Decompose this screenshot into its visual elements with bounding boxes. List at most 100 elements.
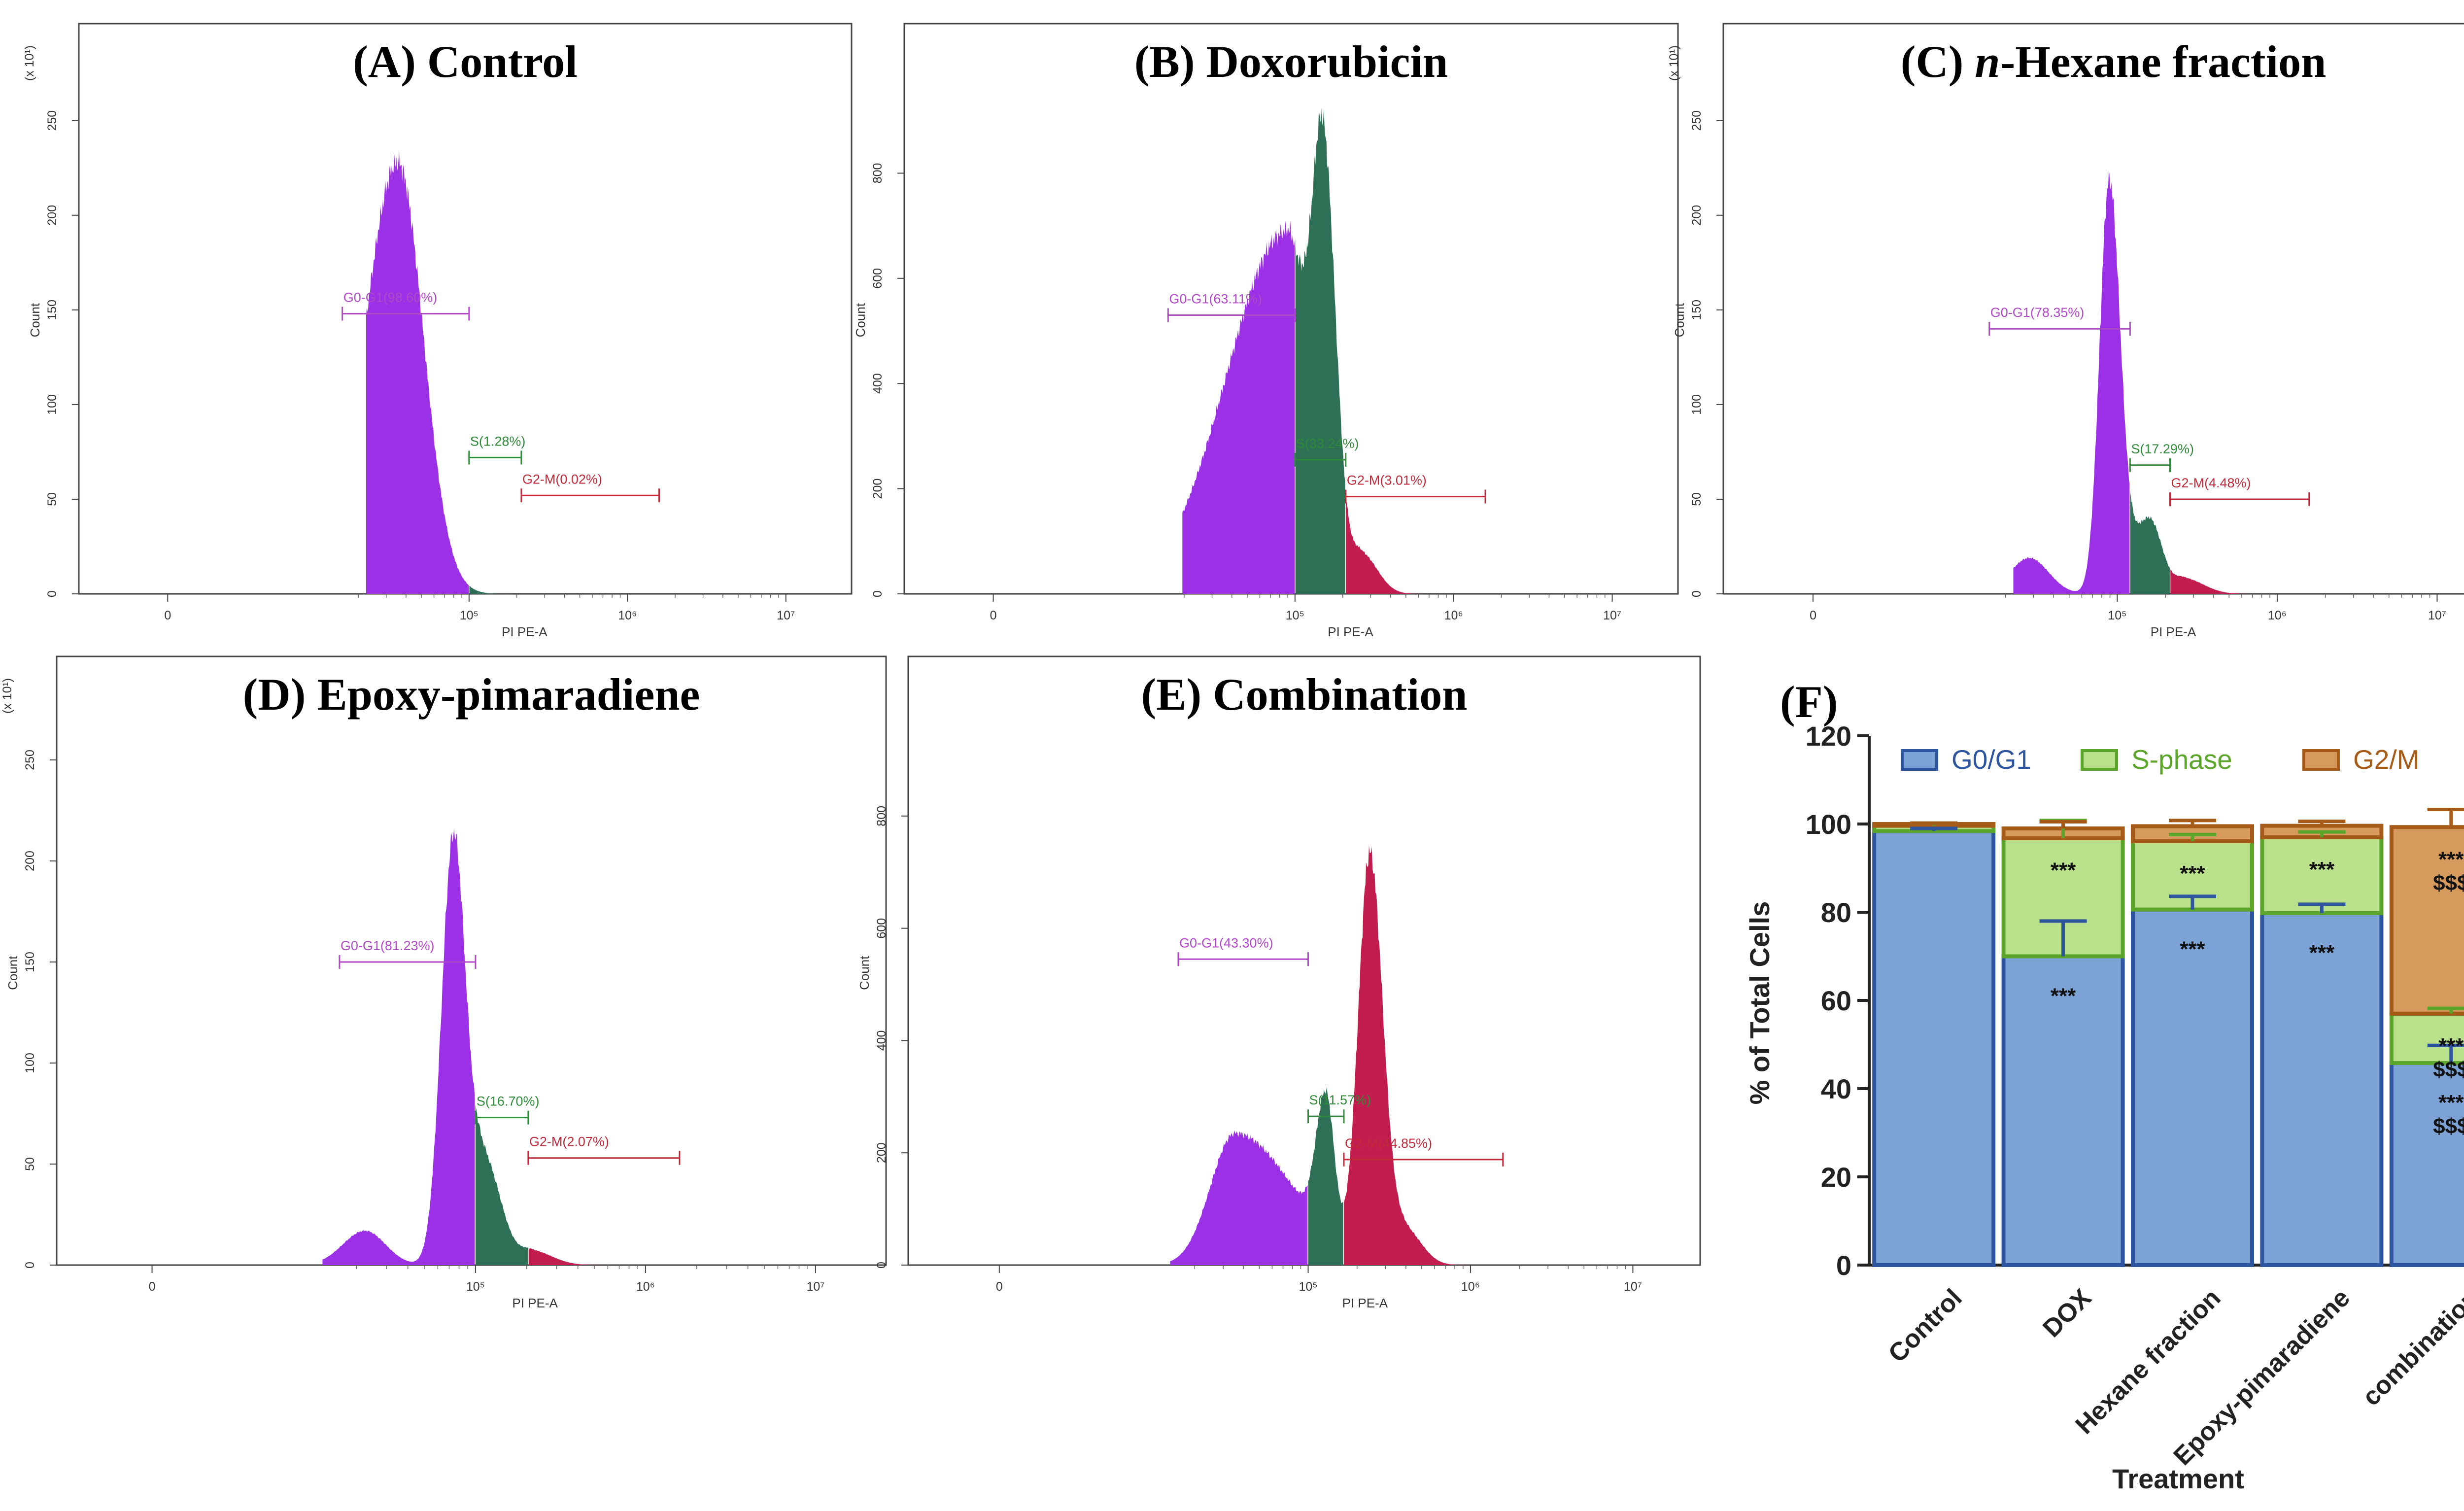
gate-s: S(11.57%) bbox=[1307, 1093, 1371, 1124]
x-tick-label: 0 bbox=[149, 1280, 156, 1294]
x-tick-label: 10⁵ bbox=[2108, 609, 2126, 622]
significance-mark: *** bbox=[2051, 984, 2076, 1008]
gate-s: S(33.24%) bbox=[1294, 436, 1359, 467]
y-tick-label: 250 bbox=[23, 750, 37, 770]
legend-item-g0g1: G0/G1 bbox=[1901, 744, 2031, 775]
x-tick-label: 10⁷ bbox=[2428, 609, 2446, 622]
y-tick-label: 100 bbox=[1806, 809, 1851, 840]
gate-s: S(17.29%) bbox=[2129, 442, 2194, 472]
y-tick-label: 200 bbox=[1690, 205, 1704, 226]
x-axis-label: PI PE-A bbox=[1328, 624, 1373, 639]
x-tick-label: 0 bbox=[1810, 609, 1816, 622]
y-tick-label: 0 bbox=[871, 590, 885, 597]
y-tick-label: 40 bbox=[1821, 1073, 1851, 1104]
title-prefix: (A) bbox=[353, 36, 427, 87]
significance-mark: *** bbox=[2180, 861, 2205, 886]
gate-g0g1: G0-G1(98.60%) bbox=[342, 290, 470, 321]
significance-mark: *** bbox=[2438, 1034, 2464, 1058]
panel-title: (C) n-Hexane fraction bbox=[1901, 36, 2327, 87]
legend-swatch bbox=[2302, 749, 2340, 771]
title-main: Control bbox=[427, 36, 578, 87]
y-axis-label: Count bbox=[857, 956, 872, 990]
y-axis-label: Count bbox=[28, 303, 42, 337]
x-tick-label: 10⁷ bbox=[1624, 1280, 1642, 1294]
x-tick-label: 0 bbox=[996, 1280, 1003, 1294]
panel-label-F: (F) bbox=[1780, 677, 1838, 727]
bar-group: ***$$$***$$$***$$$ bbox=[2389, 807, 2464, 1268]
title-main: -Hexane fraction bbox=[2000, 36, 2327, 87]
legend-label: G0/G1 bbox=[1951, 744, 2031, 775]
y-tick-label: 200 bbox=[875, 1142, 889, 1163]
title-italic: n bbox=[1975, 36, 2000, 87]
y-tick-label: 150 bbox=[23, 952, 37, 972]
bar-group bbox=[1872, 821, 1996, 1267]
gate-g2m: G2-M(44.85%) bbox=[1343, 1136, 1504, 1167]
panel-C: (C) n-Hexane fraction 0 50 100 150 200 250 (x 1… bbox=[1667, 23, 2464, 639]
panel-title: (E) Combination bbox=[1141, 669, 1468, 720]
legend-label: S-phase bbox=[2131, 744, 2232, 775]
bar-g0g1 bbox=[2131, 907, 2254, 1267]
gate-label: S(16.70%) bbox=[477, 1094, 540, 1109]
y-multiplier: (x 10¹) bbox=[23, 45, 36, 81]
bar-g0g1 bbox=[2389, 1061, 2464, 1268]
x-tick-label: 10⁷ bbox=[777, 609, 795, 622]
y-axis-label: Count bbox=[5, 956, 20, 990]
x-tick-label: 10⁶ bbox=[636, 1280, 655, 1294]
g0-g1-area bbox=[2013, 170, 2130, 594]
y-tick-label: 150 bbox=[1690, 300, 1704, 320]
g2-m-area bbox=[528, 1248, 646, 1265]
gate-label: S(33.24%) bbox=[1296, 436, 1359, 451]
significance-mark: *** bbox=[2051, 859, 2076, 883]
gate-label: G0-G1(98.60%) bbox=[343, 290, 438, 305]
y-tick-label: 200 bbox=[45, 205, 59, 226]
y-multiplier: (x 10¹) bbox=[1667, 45, 1681, 81]
bar-g0g1 bbox=[2260, 911, 2384, 1268]
y-tick-label: 150 bbox=[45, 300, 59, 320]
x-tick-label: 10⁵ bbox=[1299, 1280, 1317, 1294]
bar-group: *** *** bbox=[2001, 819, 2125, 1267]
legend-item-s: S-phase bbox=[2081, 744, 2232, 775]
significance-mark: *** bbox=[2438, 847, 2464, 871]
title-main: Doxorubicin bbox=[1206, 36, 1448, 87]
gate-label: G2-M(0.02%) bbox=[522, 472, 602, 486]
panel-B: (B) Doxorubicin 0 200 400 600 800 Count 0 10⁵ 10⁶… bbox=[853, 23, 1679, 639]
x-tick-label: 0 bbox=[990, 609, 997, 622]
y-tick-label: 800 bbox=[871, 163, 885, 184]
x-axis-label: PI PE-A bbox=[512, 1296, 558, 1310]
x-tick-label: 10⁷ bbox=[807, 1280, 825, 1294]
bar-group: *** *** bbox=[2260, 820, 2384, 1268]
x-tick-label: 10⁵ bbox=[1286, 609, 1304, 622]
x-tick-label: 10⁶ bbox=[2268, 609, 2287, 622]
x-axis-label: PI PE-A bbox=[502, 624, 548, 639]
bar-group: *** *** bbox=[2131, 819, 2254, 1267]
y-axis-label: Count bbox=[853, 303, 868, 337]
gate-g0g1: G0-G1(81.23%) bbox=[339, 938, 477, 969]
significance-mark: *** bbox=[2309, 858, 2335, 882]
y-tick-label: 0 bbox=[1836, 1250, 1851, 1281]
panel-A: (A) Control 0 50 100 150 200 250 (x 10¹) Count 0 1… bbox=[23, 23, 853, 639]
y-tick-label: 200 bbox=[23, 851, 37, 871]
legend-swatch bbox=[2081, 749, 2118, 771]
y-tick-label: 800 bbox=[875, 806, 889, 826]
bar-s bbox=[2260, 835, 2384, 915]
y-tick-label: 250 bbox=[1690, 110, 1704, 131]
y-tick-label: 0 bbox=[45, 590, 59, 597]
gate-label: S(17.29%) bbox=[2131, 442, 2194, 456]
gate-label: S(11.57%) bbox=[1309, 1093, 1371, 1107]
gate-g2m: G2-M(4.48%) bbox=[2169, 476, 2310, 506]
gate-label: G2-M(44.85%) bbox=[1345, 1136, 1432, 1151]
x-axis-label: PI PE-A bbox=[2151, 624, 2196, 639]
y-tick-label: 100 bbox=[1690, 394, 1704, 415]
gate-label: G2-M(2.07%) bbox=[529, 1134, 609, 1149]
gate-g0g1: G0-G1(43.30%) bbox=[1177, 935, 1309, 966]
x-tick-label: 10⁶ bbox=[1461, 1280, 1480, 1294]
g0-g1-area bbox=[366, 149, 469, 594]
g2-m-area bbox=[2170, 569, 2277, 594]
title-prefix: (C) bbox=[1901, 36, 1975, 87]
x-axis-label: PI PE-A bbox=[1342, 1296, 1388, 1310]
title-prefix: (D) bbox=[243, 669, 317, 720]
gate-label: G2-M(3.01%) bbox=[1347, 473, 1427, 488]
y-tick-label: 400 bbox=[875, 1030, 889, 1051]
significance-mark: $$$ bbox=[2433, 871, 2464, 895]
y-tick-label: 100 bbox=[45, 394, 59, 415]
